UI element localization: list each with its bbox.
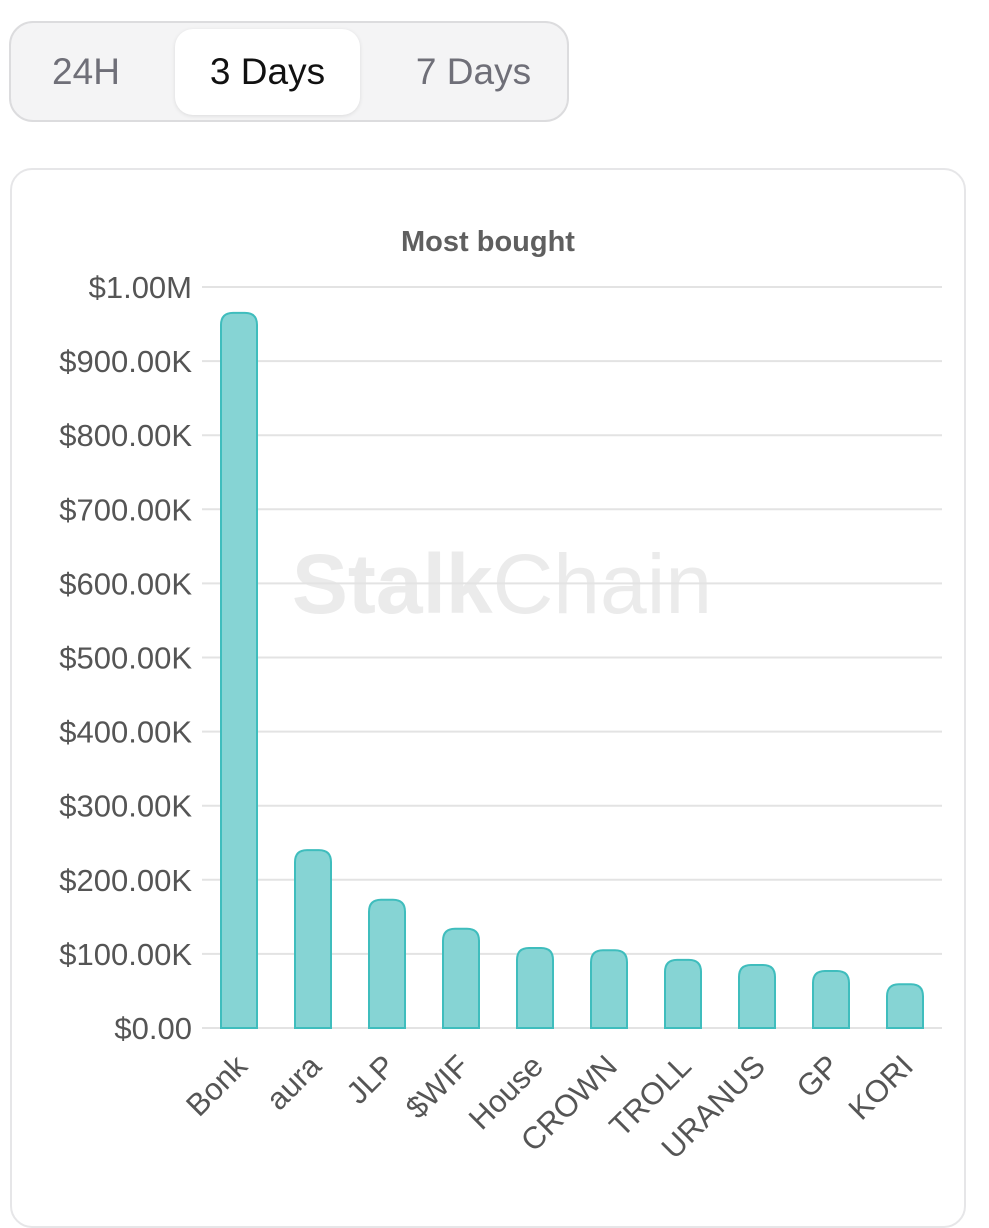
time-range-tabs: 24H 3 Days 7 Days: [9, 21, 569, 122]
y-tick-label: $100.00K: [59, 937, 192, 972]
bar-jlp[interactable]: [368, 898, 406, 1029]
bar-troll[interactable]: [664, 958, 702, 1029]
y-tick-label: $1.00M: [89, 270, 192, 305]
x-tick-label: GP: [790, 1048, 846, 1104]
bar-aura[interactable]: [294, 849, 332, 1029]
y-tick-label: $800.00K: [59, 418, 192, 453]
y-tick-label: $200.00K: [59, 863, 192, 898]
y-tick-label: $700.00K: [59, 492, 192, 527]
x-tick-label: JLP: [339, 1048, 402, 1111]
chart-card: StalkChain Most bought $0.00 $100.00K $200…: [10, 168, 966, 1228]
bar-bonk[interactable]: [220, 311, 258, 1029]
tab-24h[interactable]: 24H: [52, 51, 120, 92]
y-tick-label: $0.00: [114, 1011, 192, 1046]
bar-uranus[interactable]: [738, 964, 776, 1029]
most-bought-chart: StalkChain Most bought $0.00$100.00K$200…: [59, 226, 942, 1166]
bar-gp[interactable]: [812, 969, 850, 1029]
x-tick-label: Bonk: [179, 1048, 254, 1123]
y-tick-label: $400.00K: [59, 715, 192, 750]
tab-3-days[interactable]: 3 Days: [175, 29, 360, 115]
bar-house[interactable]: [516, 946, 554, 1029]
y-tick-label: $900.00K: [59, 344, 192, 379]
tab-7-days[interactable]: 7 Days: [415, 51, 532, 92]
x-tick-label: aura: [259, 1048, 328, 1117]
bar-kori[interactable]: [886, 983, 924, 1029]
bar-crown[interactable]: [590, 949, 628, 1029]
y-tick-label: $500.00K: [59, 641, 192, 676]
bar-wif[interactable]: [442, 927, 480, 1029]
chart-title: Most bought: [401, 226, 575, 258]
y-tick-label: $300.00K: [59, 789, 192, 824]
y-tick-label: $600.00K: [59, 566, 192, 601]
x-tick-label: KORI: [842, 1048, 920, 1126]
